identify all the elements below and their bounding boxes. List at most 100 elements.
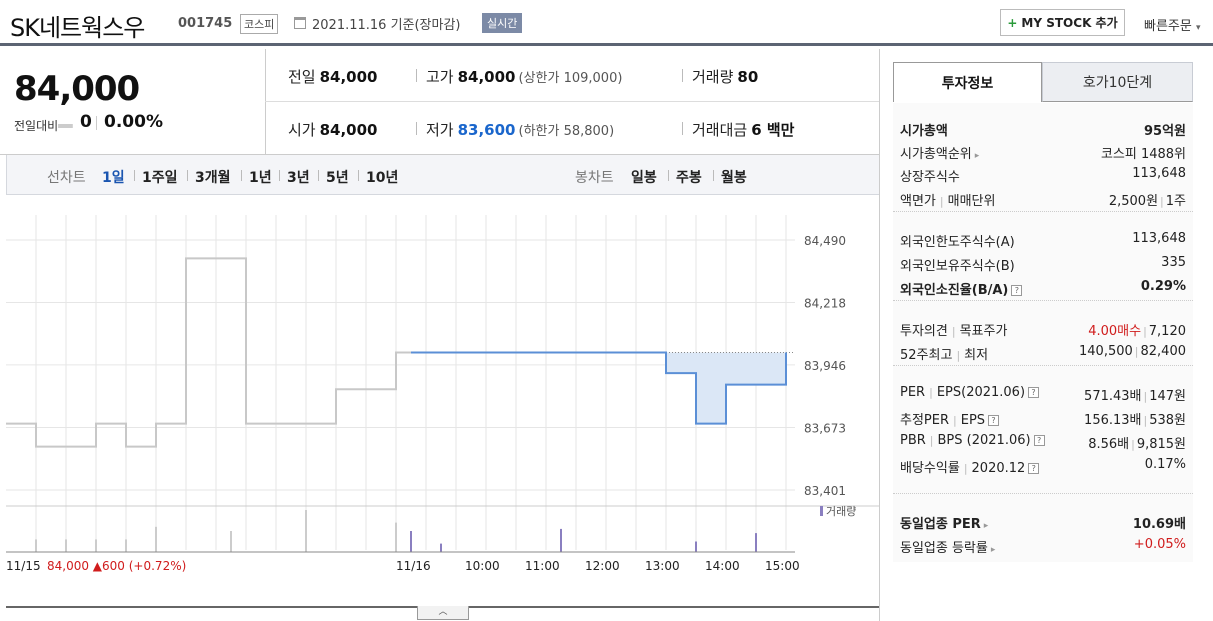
trade-amount: 거래대금 6 백만 [692, 121, 795, 139]
info-value: 2,500원 | 1주 [1108, 194, 1186, 209]
tab-1year[interactable]: 1년 [249, 170, 272, 186]
info-value: 코스피 1488위 [1100, 147, 1186, 162]
plus-icon: + [1007, 15, 1018, 30]
info-label: 동일업종 등락률 ▸ [900, 541, 996, 556]
open-price: 시가 84,000 [288, 121, 378, 139]
tab-5year[interactable]: 5년 [326, 170, 349, 186]
info-label: 외국인한도주식수(A) [900, 235, 1015, 250]
info-label: PBR | BPS (2021.06)? [900, 433, 1045, 452]
x-tick-label: 15:00 [765, 559, 800, 573]
info-value: 4.00매수 | 7,120 [1088, 324, 1186, 339]
change-value: 0 [80, 112, 92, 132]
add-mystock-label: MY STOCK 추가 [1021, 16, 1118, 30]
tab-1week[interactable]: 1주일 [142, 170, 178, 186]
info-row: 액면가 | 매매단위 2,500원 | 1주 [900, 190, 1186, 209]
info-row: 시가총액 95억원 [900, 120, 1186, 139]
info-row: 외국인한도주식수(A) 113,648 [900, 231, 1186, 250]
change-percent: 0.00% [104, 112, 163, 132]
divider [241, 170, 242, 181]
info-row: 동일업종 등락률 ▸ +0.05% [900, 537, 1186, 556]
info-value: 571.43배 | 147원 [1084, 389, 1186, 404]
chevron-right-icon[interactable]: ▸ [974, 151, 980, 161]
date-text: 2021.11.16 기준(장마감) [312, 18, 461, 33]
divider [879, 49, 880, 621]
divider [682, 122, 683, 135]
info-label: 추정PER | EPS? [900, 409, 1000, 428]
x-tick-label: 11:00 [525, 559, 560, 573]
x-tick-label: 11/16 [396, 559, 431, 573]
info-row: 외국인소진율(B/A)? 0.29% [900, 279, 1186, 298]
divider [416, 122, 417, 135]
info-label: 시가총액 [900, 124, 948, 139]
divider [265, 101, 880, 102]
price-summary: 84,000 전일대비══ 0 0.00% 전일 84,000 고가 84,000(… [0, 49, 880, 155]
y-tick-label: 83,673 [804, 422, 846, 436]
tab-investment-info[interactable]: 투자정보 [893, 62, 1042, 102]
info-label: 액면가 | 매매단위 [900, 194, 996, 209]
info-value: 113,648 [1132, 166, 1186, 181]
info-label: 외국인소진율(B/A)? [900, 279, 1023, 298]
current-price: 84,000 [14, 69, 140, 109]
quick-order-button[interactable]: 빠른주문 ▾ [1144, 15, 1201, 34]
info-label: 동일업종 PER ▸ [900, 517, 989, 532]
tab-daily-candle[interactable]: 일봉 [631, 170, 657, 186]
candle-chart-label: 봉차트 [575, 170, 614, 186]
info-value: 10.69배 [1132, 517, 1186, 532]
chart-tab-bar: 선차트 1일 1주일 3개월 1년 3년 5년 10년 봉차트 일봉 주봉 월봉 [6, 155, 880, 195]
info-row: 투자의견 | 목표주가 4.00매수 | 7,120 [900, 320, 1186, 339]
divider [134, 170, 135, 181]
help-icon[interactable]: ? [988, 415, 1000, 426]
y-tick-label: 83,946 [804, 359, 846, 373]
divider [713, 170, 714, 181]
info-label: 시가총액순위 ▸ [900, 147, 980, 162]
divider [682, 69, 683, 82]
info-value: 0.29% [1140, 279, 1186, 294]
y-tick-label: 83,401 [804, 484, 846, 498]
tab-10year[interactable]: 10년 [366, 170, 399, 186]
section-divider [893, 493, 1193, 494]
stock-code: 001745 [178, 16, 233, 31]
tab-1day[interactable]: 1일 [102, 170, 125, 186]
change-label: 전일대비══ [14, 119, 73, 133]
section-divider [893, 211, 1193, 212]
info-value: 0.17% [1144, 457, 1186, 472]
divider [279, 170, 280, 181]
volume-legend-marker [820, 506, 823, 516]
info-label: 상장주식수 [900, 170, 960, 185]
info-row: PBR | BPS (2021.06)? 8.56배 | 9,815원 [900, 433, 1186, 452]
divider [668, 170, 669, 181]
section-divider [893, 365, 1193, 366]
info-label: 배당수익률 | 2020.12? [900, 457, 1040, 476]
stock-header: SK네트웍스우 001745 코스피 2021.11.16 기준(장마감) 실시… [0, 0, 1213, 46]
prev-close: 전일 84,000 [288, 68, 378, 86]
info-row: 배당수익률 | 2020.12? 0.17% [900, 457, 1186, 476]
chevron-right-icon[interactable]: ▸ [983, 521, 989, 531]
tab-monthly-candle[interactable]: 월봉 [721, 170, 747, 186]
tab-3year[interactable]: 3년 [287, 170, 310, 186]
day-high: 고가 84,000 (상한가 109,000) [426, 68, 623, 86]
quick-order-label: 빠른주문 [1144, 19, 1192, 34]
chevron-up-icon[interactable]: ︿ [417, 606, 469, 620]
help-icon[interactable]: ? [1028, 387, 1040, 398]
tab-weekly-candle[interactable]: 주봉 [676, 170, 702, 186]
change-divider [96, 116, 97, 130]
add-mystock-button[interactable]: + MY STOCK 추가 [1000, 9, 1125, 36]
price-chart[interactable]: 84,490 84,218 83,946 83,673 83,401 거래량 11/16… [0, 195, 880, 590]
stock-name: SK네트웍스우 [10, 14, 145, 42]
y-tick-label: 84,218 [804, 296, 846, 310]
today-line [411, 351, 787, 425]
help-icon[interactable]: ? [1033, 435, 1045, 446]
tab-order-book[interactable]: 호가10단계 [1042, 62, 1193, 102]
realtime-button[interactable]: 실시간 [482, 13, 523, 33]
prev-day-line [6, 257, 411, 448]
chevron-right-icon[interactable]: ▸ [990, 545, 996, 555]
help-icon[interactable]: ? [1011, 285, 1023, 296]
x-tick-label: 12:00 [585, 559, 620, 573]
divider [416, 69, 417, 82]
info-label: PER | EPS(2021.06)? [900, 385, 1040, 404]
tab-3month[interactable]: 3개월 [195, 170, 231, 186]
divider [265, 49, 266, 155]
info-value: 140,500 | 82,400 [1079, 344, 1186, 359]
help-icon[interactable]: ? [1028, 463, 1040, 474]
x-tick-label: 14:00 [705, 559, 740, 573]
